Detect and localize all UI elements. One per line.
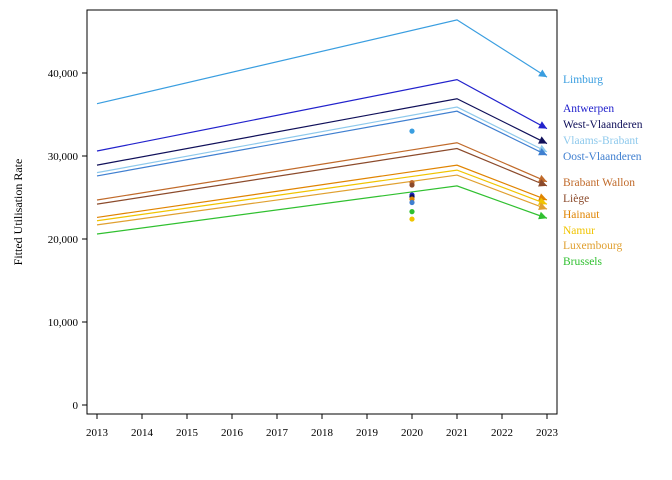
y-axis: 0 10,000 20,000 30,000 40,000: [48, 68, 87, 412]
legend-label: Vlaams-Brabant: [563, 135, 639, 147]
x-tick-label: 2021: [446, 427, 468, 439]
legend-label: Brussels: [563, 256, 603, 268]
series-arrowhead: [538, 211, 547, 220]
series-line: [96, 169, 548, 222]
series-arrowhead: [538, 69, 547, 78]
series-arrowhead: [538, 193, 547, 201]
series-arrowhead: [538, 174, 547, 183]
legend-label: Oost-Vlaanderen: [563, 151, 642, 163]
x-tick-label: 2017: [266, 427, 289, 439]
y-tick-label: 0: [73, 400, 79, 412]
y-tick-label: 40,000: [48, 68, 79, 80]
series-arrowhead: [538, 148, 547, 156]
series-lines: [96, 19, 548, 235]
series-line: [96, 110, 548, 177]
legend-label: Liège: [563, 193, 589, 205]
series-line: [96, 98, 548, 166]
observed-point: [409, 216, 415, 222]
x-tick-label: 2023: [536, 427, 559, 439]
series-line: [96, 142, 548, 201]
series-arrowhead: [538, 144, 547, 152]
series-arrowhead: [538, 121, 547, 129]
legend-label: Namur: [563, 225, 595, 237]
series-arrowhead: [538, 202, 547, 211]
x-tick-label: 2015: [176, 427, 199, 439]
series-line: [96, 106, 548, 174]
observed-points: [409, 128, 415, 222]
x-tick-label: 2016: [221, 427, 244, 439]
x-tick-label: 2014: [131, 427, 154, 439]
x-tick-label: 2022: [491, 427, 513, 439]
series-line: [96, 79, 548, 152]
observed-point: [409, 128, 415, 134]
legend-label: Brabant Wallon: [563, 177, 635, 189]
legend-label: Antwerpen: [563, 103, 614, 115]
series-line: [96, 19, 548, 105]
legend-label: Hainaut: [563, 209, 600, 221]
x-tick-label: 2019: [356, 427, 379, 439]
x-tick-label: 2013: [86, 427, 109, 439]
series-arrowhead: [538, 197, 547, 206]
y-tick-label: 10,000: [48, 317, 79, 329]
legend-label: West-Vlaanderen: [563, 119, 643, 131]
y-tick-label: 30,000: [48, 151, 79, 163]
observed-point: [409, 182, 415, 188]
legend-label: Luxembourg: [563, 240, 622, 252]
series-line: [96, 147, 548, 205]
series-arrowhead: [538, 179, 547, 187]
y-tick-label: 20,000: [48, 234, 79, 246]
x-tick-label: 2020: [401, 427, 424, 439]
observed-point: [409, 209, 415, 215]
series-line: [96, 185, 548, 235]
x-axis: 2013 2014 2015 2016 2017 2018 2019 2020 2021 2022…: [86, 414, 559, 439]
series-arrowhead: [538, 136, 547, 144]
observed-point: [409, 199, 415, 206]
legend-label: Limburg: [563, 74, 603, 86]
series-line: [96, 164, 548, 219]
legend: Limburg Antwerpen West-Vlaanderen Vlaams-Br…: [563, 74, 643, 268]
series-line: [96, 174, 548, 226]
x-tick-label: 2018: [311, 427, 334, 439]
y-axis-title: Fitted Utilisation Rate: [11, 159, 25, 266]
